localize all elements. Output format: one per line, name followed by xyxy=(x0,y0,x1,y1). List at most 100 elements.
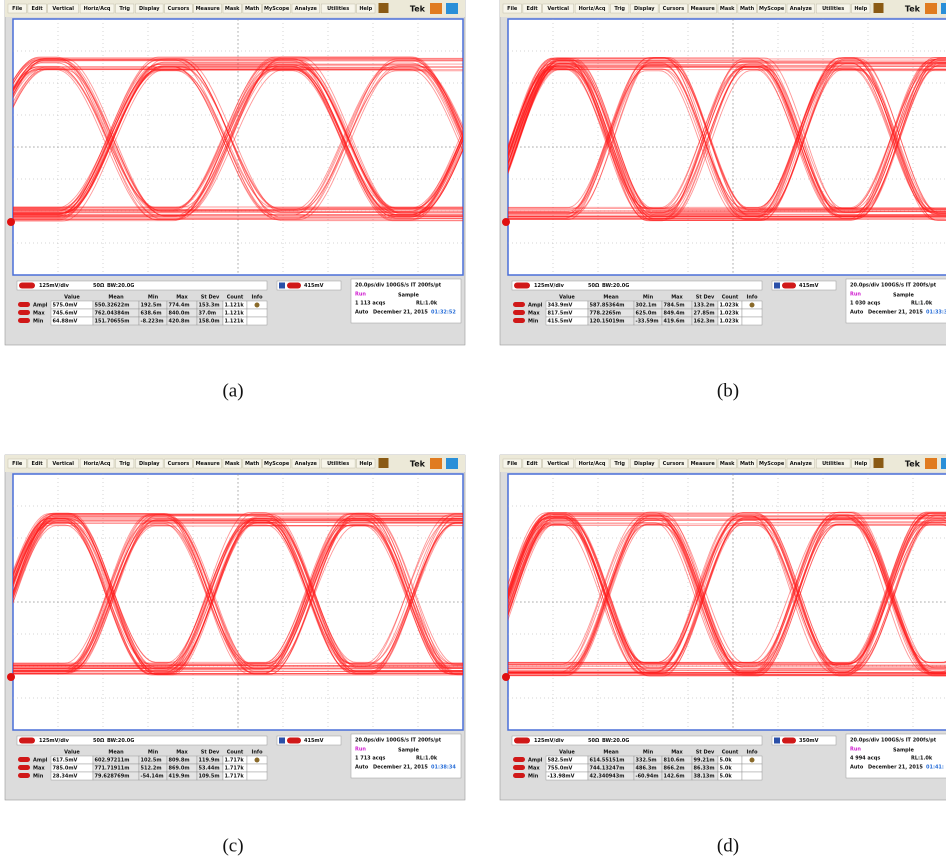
table-cell-text: 42.340943m xyxy=(590,774,625,780)
table-header: Max xyxy=(671,750,683,756)
table-header: Value xyxy=(64,295,80,301)
menu-item: Horiz/Acq xyxy=(579,461,606,467)
table-header: Max xyxy=(176,750,188,756)
info-icon xyxy=(750,303,755,308)
trigger-mode: Auto xyxy=(355,310,369,316)
table-cell xyxy=(247,309,267,317)
menu-item: Help xyxy=(854,6,867,12)
table-cell-text: 784.5m xyxy=(664,303,685,309)
table-cell-text: 142.6m xyxy=(664,774,685,780)
trigger-icon xyxy=(774,283,780,289)
acq-count: 1 113 acqs xyxy=(355,301,385,307)
menu-item: Cursors xyxy=(663,461,685,467)
menu-dropdown xyxy=(379,458,389,468)
channel-badge xyxy=(514,738,530,744)
bandwidth: BW:20.0G xyxy=(602,283,629,289)
menu-item: MyScope xyxy=(264,6,290,12)
menu-item: MyScope xyxy=(264,461,290,467)
caption: (b) xyxy=(717,380,739,401)
channel-scale: 125mV/div xyxy=(534,283,565,289)
time: 01:32:52 xyxy=(431,310,456,316)
bandwidth: BW:20.0G xyxy=(107,283,134,289)
table-cell-text: 133.2m xyxy=(694,303,715,309)
table-cell xyxy=(742,764,762,772)
menu-item: Math xyxy=(245,461,260,467)
timebase: 20.0ps/div 100GS/s IT 200fs/pt xyxy=(355,283,442,289)
table-header: St Dev xyxy=(201,295,220,301)
table-header: Count xyxy=(722,295,739,301)
time: 01:33:30 xyxy=(926,310,946,316)
brand: Tek xyxy=(905,460,921,469)
menu-item: Cursors xyxy=(663,6,685,12)
record-length: RL:1.0k xyxy=(416,301,438,307)
table-cell-text: 1.717k xyxy=(225,758,245,764)
record-length: RL:1.0k xyxy=(911,301,933,307)
close-button xyxy=(941,458,946,469)
table-cell xyxy=(742,317,762,325)
menu-item: Utilities xyxy=(327,6,349,12)
table-cell-text: -60.94m xyxy=(636,774,659,780)
channel-marker xyxy=(502,673,510,681)
channel-badge xyxy=(19,738,35,744)
table-cell-text: 602.97211m xyxy=(95,758,130,764)
menu-item: Display xyxy=(634,6,655,12)
row-badge xyxy=(18,773,30,778)
table-cell-text: 64.88mV xyxy=(53,319,78,325)
menu-item: Utilities xyxy=(822,6,844,12)
menu-item: Trig xyxy=(614,6,625,12)
impedance: 50Ω xyxy=(588,738,600,744)
table-cell-text: 79.628769m xyxy=(95,774,130,780)
channel-badge xyxy=(514,283,530,289)
impedance: 50Ω xyxy=(93,738,105,744)
impedance: 50Ω xyxy=(588,283,600,289)
channel-scale: 125mV/div xyxy=(39,283,70,289)
table-cell-text: 28.34mV xyxy=(53,774,78,780)
channel-marker xyxy=(7,673,15,681)
menu-item: Vertical xyxy=(52,461,74,467)
table-cell-text: 625.0m xyxy=(636,311,657,317)
table-cell-text: 192.5m xyxy=(141,303,162,309)
table-cell xyxy=(742,309,762,317)
menu-item: Horiz/Acq xyxy=(579,6,606,12)
menu-item: Help xyxy=(854,461,867,467)
table-cell xyxy=(247,772,267,780)
table-cell-text: 53.44m xyxy=(199,766,220,772)
table-cell-text: -8.223m xyxy=(141,319,164,325)
row-label: Max xyxy=(528,311,540,317)
menu-item: Trig xyxy=(614,461,625,467)
acq-count: 1 713 acqs xyxy=(355,756,385,762)
menu-item: Cursors xyxy=(168,461,190,467)
menu-item: Edit xyxy=(527,6,539,12)
close-button xyxy=(446,3,458,14)
table-header: Max xyxy=(671,295,683,301)
table-cell-text: 1.023k xyxy=(720,311,740,317)
table-header: St Dev xyxy=(696,750,715,756)
trigger-level: 350mV xyxy=(799,738,819,744)
menu-item: Math xyxy=(740,461,755,467)
menu-item: Measure xyxy=(196,461,221,467)
brand: Tek xyxy=(410,5,426,14)
menu-item: MyScope xyxy=(759,461,785,467)
row-label: Min xyxy=(33,774,44,780)
run-state: Run xyxy=(850,292,861,298)
table-header: Info xyxy=(251,295,263,301)
impedance: 50Ω xyxy=(93,283,105,289)
row-label: Max xyxy=(33,311,45,317)
time: 01:38:34 xyxy=(431,765,456,771)
trigger-badge xyxy=(287,283,301,289)
table-header: Mean xyxy=(603,295,619,301)
table-cell-text: 119.9m xyxy=(199,758,220,764)
menu-item: Vertical xyxy=(52,6,74,12)
row-badge xyxy=(513,765,525,770)
trigger-level: 415mV xyxy=(799,283,819,289)
table-cell-text: 27.85m xyxy=(694,311,715,317)
menu-item: Measure xyxy=(691,6,716,12)
trigger-level: 415mV xyxy=(304,283,324,289)
menu-item: Horiz/Acq xyxy=(84,461,111,467)
trigger-mode: Auto xyxy=(850,765,864,771)
date: December 21, 2015 xyxy=(868,310,923,316)
table-cell-text: 415.5mV xyxy=(548,319,573,325)
row-badge xyxy=(18,302,30,307)
date: December 21, 2015 xyxy=(373,310,428,316)
trigger-mode: Auto xyxy=(850,310,864,316)
